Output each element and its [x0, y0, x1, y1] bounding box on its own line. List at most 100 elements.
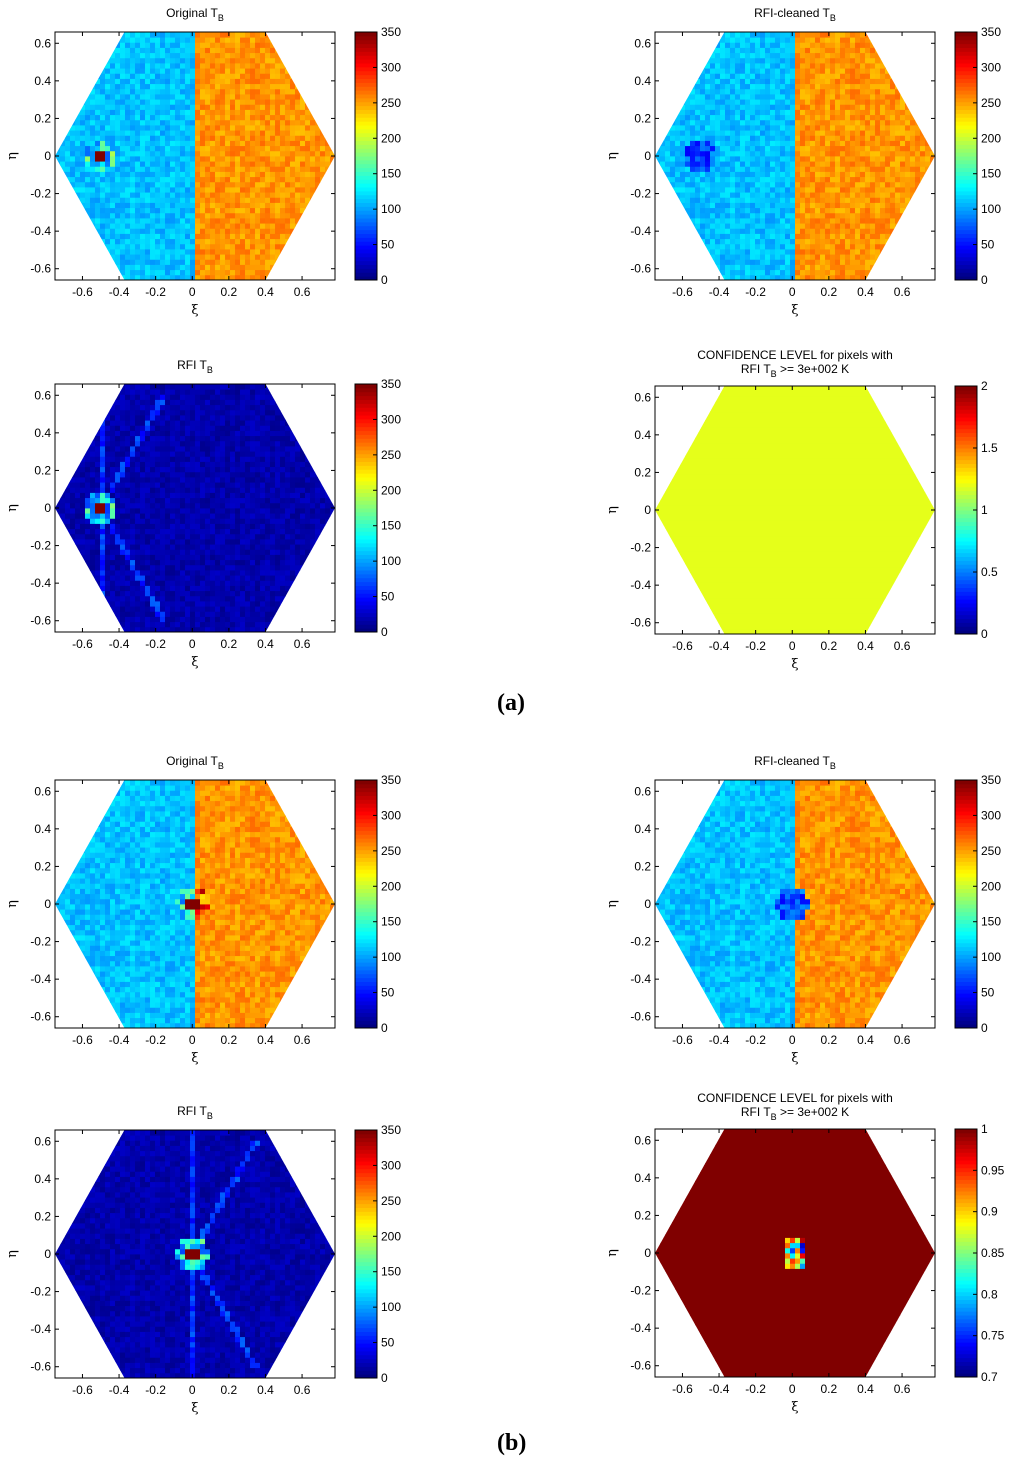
chart-title: RFI-cleaned TB	[754, 6, 836, 23]
y-tick-label: 0.6	[34, 388, 51, 402]
y-tick-label: 0	[644, 897, 651, 911]
colorbar-tick-label: 150	[381, 167, 401, 181]
colorbar-tick-label: 0	[981, 627, 988, 641]
colorbar-tick-label: 100	[981, 202, 1001, 216]
colorbar-tick-label: 50	[381, 986, 395, 1000]
x-tick-label: 0.4	[857, 1382, 874, 1396]
x-tick-label: 0.6	[294, 1033, 311, 1047]
colorbar-tick-label: 200	[381, 483, 401, 497]
y-tick-label: 0.6	[34, 784, 51, 798]
x-tick-label: 0.2	[221, 1383, 238, 1397]
y-tick-label: 0.2	[634, 1208, 651, 1222]
x-tick-label: -0.2	[745, 285, 766, 299]
y-axis-label: η	[5, 1250, 20, 1258]
y-tick-label: -0.2	[630, 187, 651, 201]
x-tick-label: 0	[189, 637, 196, 651]
colorbar-tick-label: 200	[981, 879, 1001, 893]
x-tick-label: 0.2	[821, 1033, 838, 1047]
x-tick-label: 0.6	[894, 639, 911, 653]
colorbar-tick-label: 100	[981, 950, 1001, 964]
x-tick-label: -0.6	[72, 637, 93, 651]
y-tick-label: -0.2	[30, 1285, 51, 1299]
x-tick-label: 0.6	[894, 285, 911, 299]
chart-title-line2: RFI TB >= 3e+002 K	[741, 362, 849, 379]
x-tick-label: -0.4	[709, 285, 730, 299]
colorbar: 350 300 250 200 150 100 50 0	[954, 773, 1001, 1035]
x-tick-label: -0.2	[745, 639, 766, 653]
colorbar-tick-label: 50	[381, 590, 395, 604]
colorbar-tick-label: 50	[981, 238, 995, 252]
y-tick-label: -0.4	[30, 972, 51, 986]
colorbar-tick-label: 2	[981, 379, 988, 393]
y-tick-label: 0.2	[34, 859, 51, 873]
y-tick-label: 0.2	[634, 111, 651, 125]
y-tick-label: 0	[644, 503, 651, 517]
colorbar-tick-label: 0.5	[981, 565, 998, 579]
x-axis-label: ξ	[791, 1400, 798, 1415]
x-tick-label: -0.6	[672, 1382, 693, 1396]
x-tick-label: -0.6	[672, 1033, 693, 1047]
x-tick-label: -0.2	[145, 1383, 166, 1397]
colorbar-tick-label: 0	[981, 273, 988, 287]
colorbar-tick-label: 0.8	[981, 1287, 998, 1301]
y-tick-label: -0.2	[630, 935, 651, 949]
colorbar-tick-label: 250	[381, 448, 401, 462]
y-tick-label: -0.2	[630, 1284, 651, 1298]
y-tick-label: 0.2	[34, 111, 51, 125]
colorbar-tick-label: 0	[381, 1371, 388, 1385]
y-tick-label: 0	[44, 501, 51, 515]
y-tick-label: -0.6	[30, 1010, 51, 1024]
colorbar-tick-label: 0.9	[981, 1205, 998, 1219]
figure-label-a: (a)	[497, 690, 525, 717]
y-axis-label: η	[605, 900, 620, 908]
y-axis-label: η	[5, 152, 20, 160]
heatmap-field	[55, 32, 335, 280]
x-tick-label: -0.6	[72, 1383, 93, 1397]
x-tick-label: 0.6	[894, 1033, 911, 1047]
y-axis-label: η	[5, 900, 20, 908]
chart-b-confidence: -0.6 -0.4 -0.2 0 0.2 0.4 0.6 0.6 0.4 0.2 0 -0.2 -0.4…	[600, 1085, 1020, 1428]
x-tick-label: 0	[789, 285, 796, 299]
y-tick-label: 0.4	[34, 74, 51, 88]
x-tick-label: 0	[189, 285, 196, 299]
x-tick-label: 0	[789, 1382, 796, 1396]
colorbar-tick-label: 350	[981, 773, 1001, 787]
y-tick-label: -0.4	[630, 578, 651, 592]
x-tick-label: -0.2	[745, 1033, 766, 1047]
y-tick-label: 0.6	[34, 1134, 51, 1148]
heatmap-field	[55, 384, 335, 632]
y-tick-label: 0	[644, 149, 651, 163]
x-tick-label: -0.4	[709, 1382, 730, 1396]
chart-a-cleaned: -0.6 -0.4 -0.2 0 0.2 0.4 0.6 0.6 0.4 0.2 0 -0.2 -0.4…	[600, 0, 1020, 330]
chart-a-rfi: -0.6 -0.4 -0.2 0 0.2 0.4 0.6 0.6 0.4 0.2 0 -0.2 -0.4…	[0, 352, 420, 682]
x-tick-label: -0.2	[145, 637, 166, 651]
colorbar-tick-label: 50	[981, 986, 995, 1000]
colorbar-tick-label: 300	[981, 60, 1001, 74]
x-tick-label: 0.2	[821, 1382, 838, 1396]
x-tick-label: 0.4	[857, 639, 874, 653]
colorbar-tick-label: 100	[381, 554, 401, 568]
x-tick-label: 0	[789, 639, 796, 653]
x-tick-label: 0	[189, 1383, 196, 1397]
colorbar-tick-label: 50	[381, 1336, 395, 1350]
chart-title: RFI-cleaned TB	[754, 754, 836, 771]
x-tick-label: 0.6	[294, 637, 311, 651]
x-tick-label: -0.6	[72, 285, 93, 299]
y-tick-label: 0.4	[634, 74, 651, 88]
y-tick-label: 0.4	[34, 1172, 51, 1186]
colorbar-tick-label: 200	[381, 131, 401, 145]
x-tick-label: 0.2	[821, 639, 838, 653]
chart-title: RFI TB	[177, 1104, 213, 1121]
colorbar-tick-label: 50	[381, 238, 395, 252]
colorbar-tick-label: 150	[381, 519, 401, 533]
colorbar-tick-label: 100	[381, 202, 401, 216]
colorbar-tick-label: 0	[381, 273, 388, 287]
chart-a-original: -0.6 -0.4 -0.2 0 0.2 0.4 0.6 0.6 0.4 0.2 0 -0.2 -0.4…	[0, 0, 420, 330]
y-tick-label: 0	[44, 897, 51, 911]
chart-title: Original TB	[166, 6, 224, 23]
colorbar-tick-label: 250	[381, 1194, 401, 1208]
y-tick-label: 0.2	[34, 1209, 51, 1223]
colorbar-tick-label: 250	[981, 96, 1001, 110]
y-tick-label: 0.2	[634, 859, 651, 873]
colorbar-tick-label: 300	[381, 412, 401, 426]
